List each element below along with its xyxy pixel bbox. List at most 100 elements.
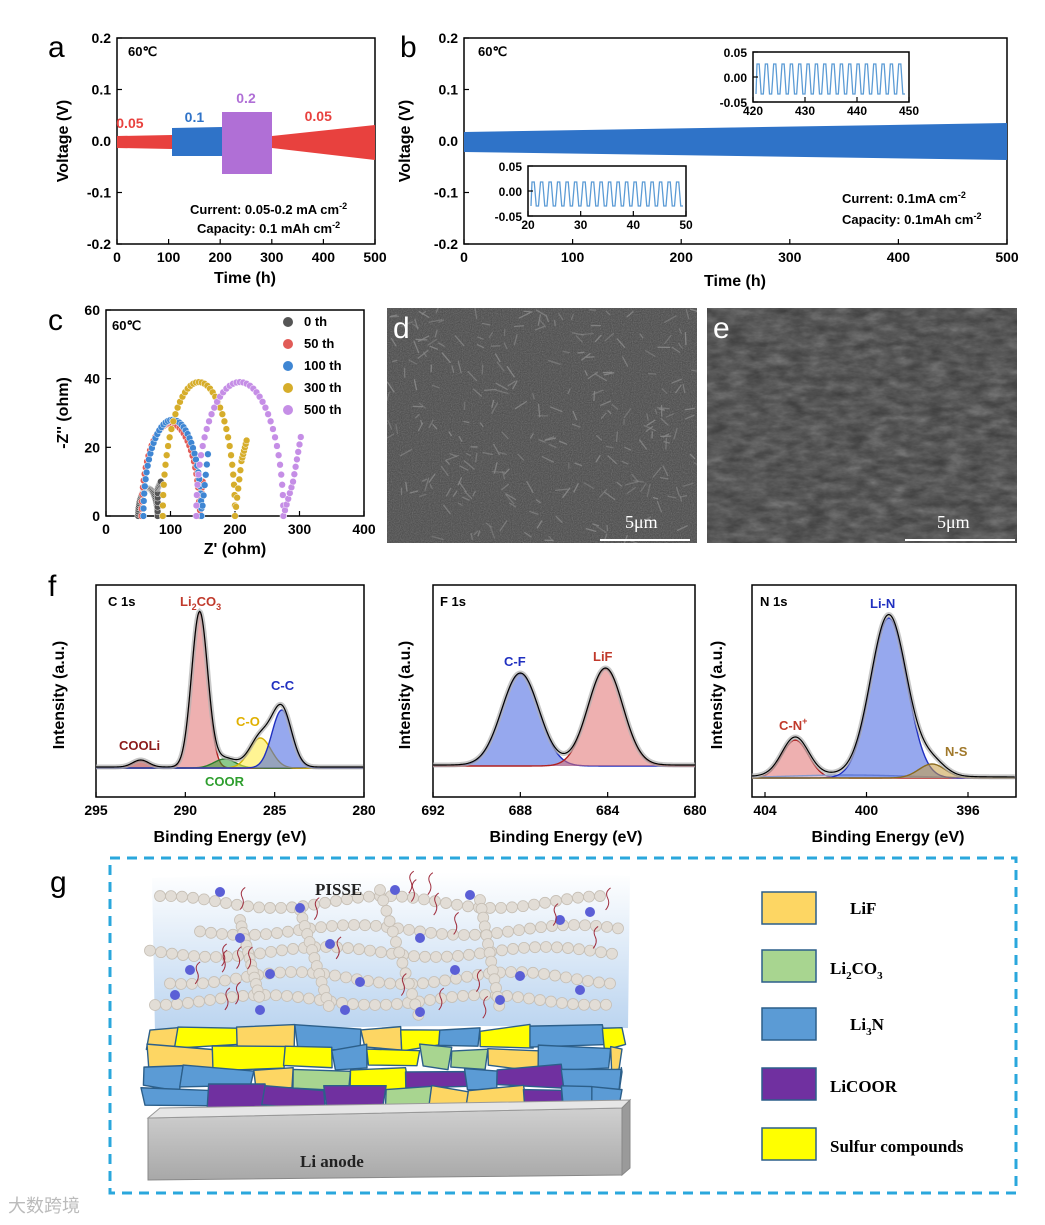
- b-inset1-xtick-label: 440: [847, 104, 867, 118]
- sem-flake: [545, 315, 550, 323]
- a-rate-label: 0.05: [305, 108, 332, 124]
- g-anion-chain: [433, 892, 439, 916]
- sem-flake: [434, 329, 438, 338]
- b-inset-2-wave: [530, 181, 683, 207]
- sem-flake: [682, 482, 694, 487]
- sem-flake: [575, 335, 583, 343]
- panel-g-schematic: g PISSE Li anode LiF Li2CO3 Li3N LiCOOR …: [50, 856, 1018, 1195]
- g-li-anode-side: [621, 1098, 631, 1177]
- xps-peak-fill: [96, 759, 364, 768]
- g-polymer-bead: [513, 924, 525, 937]
- g-polymer-bead: [436, 928, 448, 940]
- g-polymer-bead: [182, 997, 194, 1009]
- xps-envelope: [432, 667, 695, 766]
- a-band-005-1: [117, 135, 172, 149]
- sem-flake: [428, 419, 434, 429]
- g-legend: LiF Li2CO3 Li3N LiCOOR Sulfur compounds: [761, 891, 964, 1161]
- sem-flake: [417, 335, 430, 342]
- g-polymer-bead: [561, 893, 573, 906]
- sem-flake: [662, 433, 670, 438]
- g-polymer-bead: [166, 947, 178, 960]
- c-curve-point: [291, 463, 300, 471]
- sem-flake: [484, 388, 497, 391]
- panel-a-ylabel: Voltage (V): [55, 100, 72, 182]
- g-polymer-bead: [205, 926, 217, 939]
- g-polymer-bead: [523, 992, 535, 1005]
- panel-b-letter: b: [400, 31, 417, 64]
- sem-flake: [539, 319, 547, 328]
- sem-flake: [623, 408, 632, 419]
- b-ytick-label: -0.1: [434, 185, 458, 201]
- sem-flake: [395, 424, 399, 435]
- g-polymer-bead: [242, 900, 254, 913]
- panel-a-xlabel: Time (h): [214, 270, 276, 287]
- n1s-ylabel: Intensity (a.u.): [709, 641, 726, 749]
- g-polymer-bead: [155, 946, 167, 959]
- f1s-ylabel: Intensity (a.u.): [397, 641, 414, 749]
- sem-flake: [518, 311, 531, 319]
- a-band-02: [222, 112, 272, 174]
- c-curve-point: [169, 417, 177, 425]
- sem-flake: [429, 484, 433, 490]
- xps-peak-fill: [752, 740, 1016, 778]
- g-polymer-bead: [264, 902, 276, 914]
- g-legend-li3n: Li3N: [850, 1015, 885, 1038]
- sem-flake: [605, 310, 611, 316]
- sem-flake: [616, 481, 622, 487]
- sem-flake: [409, 490, 419, 494]
- sem-flake: [535, 309, 548, 317]
- g-polymer-bead: [417, 977, 429, 990]
- f1s-lif-label: LiF: [593, 649, 613, 664]
- g-legend-swatch-sulfur: [761, 1127, 817, 1161]
- g-anion-chain: [410, 879, 417, 902]
- c-curve-point: [264, 410, 272, 418]
- f1s-title: F 1s: [440, 594, 466, 609]
- sem-flake: [594, 334, 602, 343]
- panel-e-letter: e: [713, 312, 730, 345]
- sem-flake: [506, 366, 515, 378]
- sem-flake: [685, 309, 690, 320]
- sem-flake: [387, 381, 395, 393]
- sem-flake: [656, 407, 670, 410]
- c-curve-point: [201, 481, 209, 489]
- sem-flake: [684, 407, 696, 411]
- sem-flake: [671, 346, 681, 353]
- sem-flake: [452, 490, 458, 497]
- g-polymer-bead: [375, 946, 387, 959]
- g-li-ion: [465, 890, 475, 900]
- c-curve-point: [161, 461, 170, 469]
- g-polymer-bead: [210, 951, 222, 963]
- c-curve-point: [226, 442, 234, 450]
- g-polymer-bead: [594, 890, 606, 902]
- c-curve-point: [242, 436, 251, 445]
- g-polymer-bead: [176, 890, 188, 903]
- sem-flake: [387, 391, 390, 401]
- sem-flake: [662, 465, 669, 477]
- g-polymer-bead: [534, 994, 546, 1006]
- sem-flake: [481, 322, 491, 326]
- sem-flake: [558, 313, 564, 321]
- c1s-title: C 1s: [108, 594, 135, 609]
- sem-flake: [463, 420, 470, 424]
- g-polymer-bead: [612, 922, 624, 935]
- g-polymer-bead: [315, 921, 327, 934]
- c-curve-point: [234, 484, 242, 493]
- g-polymer-bead: [220, 897, 232, 909]
- g-polymer-bead: [469, 928, 481, 941]
- g-polymer-bead: [340, 971, 352, 984]
- sem-flake: [457, 502, 463, 507]
- sem-flake: [474, 308, 478, 320]
- g-polymer-bead: [430, 951, 442, 963]
- f1s-frame: [432, 584, 696, 798]
- g-polymer-bead: [399, 967, 412, 980]
- g-sei-grain: [331, 1043, 368, 1071]
- g-anion-chain: [224, 987, 231, 1011]
- g-anion-chain: [438, 987, 445, 1011]
- sem-flake: [581, 352, 591, 361]
- sem-flake: [428, 319, 443, 323]
- c-curve-point: [164, 442, 172, 450]
- b-xtick-label: 500: [995, 249, 1019, 265]
- panel-b-xlabel: Time (h): [704, 273, 766, 290]
- sem-flake: [673, 427, 678, 440]
